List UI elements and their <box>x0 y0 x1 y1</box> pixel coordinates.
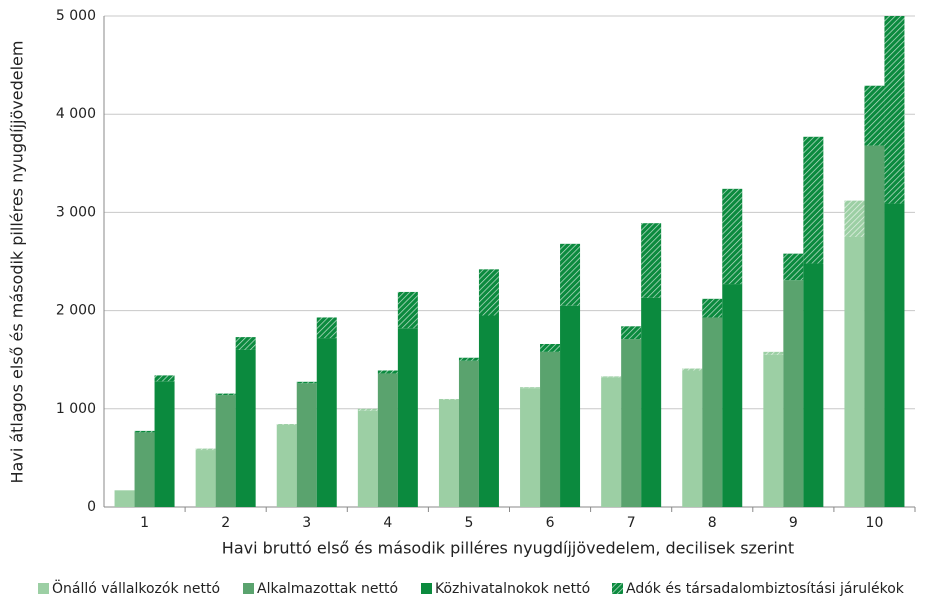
bar <box>702 317 723 507</box>
bar <box>560 305 581 507</box>
tax-hatch <box>134 430 155 433</box>
tax-hatch <box>722 188 743 285</box>
tax-hatch <box>702 298 723 318</box>
bar <box>276 425 297 507</box>
y-tick-label: 2 000 <box>56 303 96 319</box>
bar <box>763 354 784 507</box>
x-tick-label: 2 <box>221 515 230 531</box>
tax-hatch <box>377 370 398 374</box>
tax-hatch <box>215 393 236 396</box>
legend-swatch <box>38 583 49 594</box>
bar <box>722 284 743 507</box>
tax-hatch <box>357 408 378 411</box>
legend-label: Közhivatalnokok nettó <box>435 581 590 597</box>
y-tick-label: 3 000 <box>56 204 96 220</box>
legend-label: Alkalmazottak nettó <box>257 581 398 597</box>
tax-hatch <box>621 326 642 340</box>
tax-hatch <box>803 136 824 264</box>
bar <box>235 349 256 507</box>
x-tick-label: 5 <box>464 515 473 531</box>
tax-hatch <box>884 16 905 204</box>
bar <box>357 410 378 507</box>
y-tick-label: 5 000 <box>56 8 96 24</box>
bar <box>296 383 317 507</box>
tax-hatch <box>478 269 499 316</box>
y-tick-label: 4 000 <box>56 106 96 122</box>
bar <box>864 145 885 507</box>
tax-hatch <box>601 376 622 378</box>
tax-hatch <box>682 368 703 371</box>
bar <box>621 339 642 507</box>
tax-hatch <box>276 424 297 426</box>
bar <box>641 297 662 507</box>
bar <box>601 377 622 507</box>
bar <box>884 203 905 507</box>
x-axis-title: Havi bruttó első és második pilléres nyu… <box>222 539 794 558</box>
tax-hatch <box>864 85 885 146</box>
bar <box>458 360 479 507</box>
tax-hatch <box>783 253 804 281</box>
bar <box>377 373 398 507</box>
tax-hatch <box>844 200 865 237</box>
bar <box>682 370 703 507</box>
tax-hatch <box>763 351 784 355</box>
bar <box>520 388 541 507</box>
x-tick-label: 4 <box>383 515 392 531</box>
legend-label: Önálló vállalkozók nettó <box>52 579 220 597</box>
bar <box>316 338 337 507</box>
legend-swatch <box>243 583 254 594</box>
bar <box>114 490 135 507</box>
bar <box>540 351 561 507</box>
x-tick-label: 10 <box>866 515 884 531</box>
bar <box>803 263 824 507</box>
bar <box>438 399 459 507</box>
y-axis-title: Havi átlagos első és második pilléres ny… <box>8 41 27 484</box>
tax-hatch <box>235 337 256 350</box>
x-tick-label: 8 <box>708 515 717 531</box>
tax-hatch <box>296 381 317 384</box>
legend-hatch <box>612 583 623 594</box>
y-tick-label: 0 <box>87 499 96 515</box>
tax-hatch <box>641 223 662 298</box>
tax-hatch <box>154 375 175 382</box>
y-tick-label: 1 000 <box>56 401 96 417</box>
bar <box>154 381 175 507</box>
bar <box>844 236 865 507</box>
tax-hatch <box>540 343 561 352</box>
bar <box>397 328 418 507</box>
x-tick-label: 1 <box>140 515 149 531</box>
tax-hatch <box>316 317 337 339</box>
bar <box>478 315 499 507</box>
x-tick-label: 7 <box>627 515 636 531</box>
bar <box>134 432 155 507</box>
bar <box>783 280 804 507</box>
bar <box>195 450 216 507</box>
x-tick-label: 6 <box>546 515 555 531</box>
legend-label: Adók és társadalombiztosítási járulékok <box>626 581 905 597</box>
tax-hatch <box>438 398 459 400</box>
tax-hatch <box>560 243 581 306</box>
legend-swatch <box>421 583 432 594</box>
tax-hatch <box>458 357 479 361</box>
x-tick-label: 9 <box>789 515 798 531</box>
x-tick-label: 3 <box>302 515 311 531</box>
tax-hatch <box>520 387 541 389</box>
bar <box>215 395 236 507</box>
tax-hatch <box>195 448 216 451</box>
tax-hatch <box>397 291 418 329</box>
